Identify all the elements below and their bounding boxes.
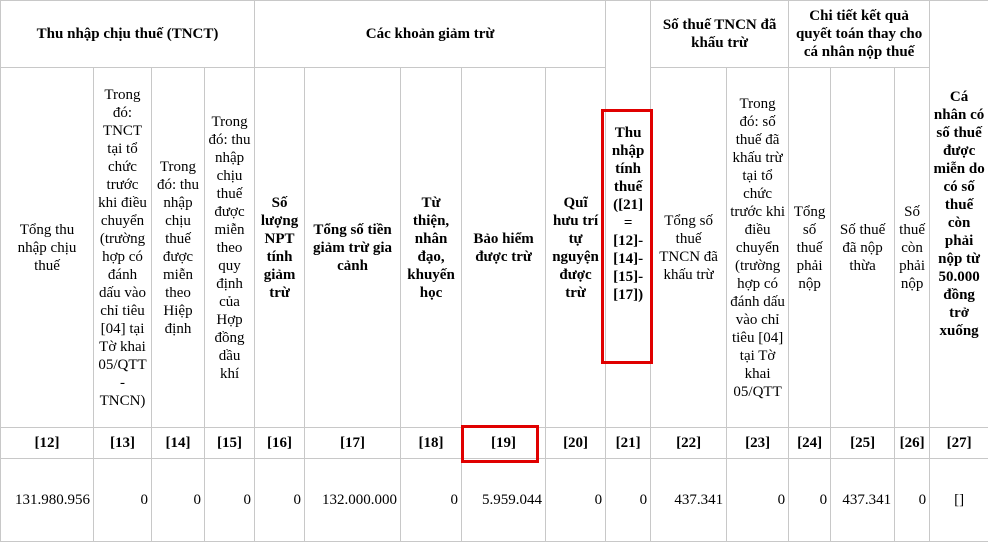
- col-16-header: Số lượng NPT tính giảm trừ: [254, 67, 306, 428]
- col-19-header: Bảo hiểm được trừ: [461, 67, 547, 428]
- col-12-header: Tổng thu nhập chịu thuế: [0, 67, 94, 428]
- code-cell: [15]: [203, 427, 256, 459]
- value-row: 131.980.956 0 0 0 0 132.000.000 0 5.959.…: [0, 458, 988, 542]
- code-cell: [27]: [929, 427, 988, 459]
- value-cell: 0: [726, 458, 790, 542]
- value-cell: 132.000.000: [304, 458, 402, 542]
- group-header-row: Thu nhập chịu thuế (TNCT) Các khoản giảm…: [0, 0, 988, 428]
- col-23-header: Trong đó: số thuế đã khấu trừ tại tổ chứ…: [726, 67, 790, 428]
- code-cell: [14]: [151, 427, 205, 459]
- code-cell: [24]: [788, 427, 832, 459]
- col-26-header: Số thuế còn phải nộp: [894, 67, 931, 428]
- value-cell: 0: [894, 458, 931, 542]
- code-cell: [22]: [650, 427, 728, 459]
- col-18-header: Từ thiện, nhân đạo, khuyến học: [400, 67, 463, 428]
- value-cell: 437.341: [650, 458, 728, 542]
- code-row: [12] [13] [14] [15] [16] [17] [18] [19] …: [0, 427, 988, 459]
- value-cell: 0: [93, 458, 152, 542]
- code-cell: [20]: [545, 427, 607, 459]
- col-13-header: Trong đó: TNCT tại tổ chức trước khi điề…: [93, 67, 152, 428]
- code-cell: [13]: [93, 427, 152, 459]
- col-15-header: Trong đó: thu nhập chịu thuế được miễn t…: [203, 67, 256, 428]
- col-20-header: Quĩ hưu trí tự nguyện được trừ: [545, 67, 607, 428]
- value-cell: 0: [788, 458, 832, 542]
- col-22-header: Tổng số thuế TNCN đã khấu trừ: [650, 67, 728, 428]
- group-deductions: Các khoản giảm trừ: [254, 0, 607, 68]
- col-25-header: Số thuế đã nộp thừa: [830, 67, 896, 428]
- value-cell: 437.341: [830, 458, 896, 542]
- col-27-header: Cá nhân có số thuế được miễn do có số th…: [929, 0, 988, 428]
- group-tnct: Thu nhập chịu thuế (TNCT): [0, 0, 256, 68]
- value-cell: 0: [151, 458, 205, 542]
- group-settlement: Chi tiết kết quả quyết toán thay cho cá …: [788, 0, 931, 68]
- col-14-header: Trong đó: thu nhập chịu thuế được miễn t…: [151, 67, 205, 428]
- value-cell: []: [929, 458, 988, 542]
- code-cell: [17]: [304, 427, 402, 459]
- value-cell: 131.980.956: [0, 458, 94, 542]
- col-24-header: Tổng số thuế phải nộp: [788, 67, 832, 428]
- code-cell: [23]: [726, 427, 790, 459]
- code-cell: [12]: [0, 427, 94, 459]
- code-cell: [26]: [894, 427, 931, 459]
- code-cell: [18]: [400, 427, 463, 459]
- value-cell: 0: [545, 458, 607, 542]
- code-cell: [19]: [461, 427, 547, 459]
- value-cell: 0: [400, 458, 463, 542]
- value-cell: 0: [605, 458, 652, 542]
- column-header-row: Tổng thu nhập chịu thuế Trong đó: TNCT t…: [0, 67, 988, 428]
- code-cell: [21]: [605, 427, 652, 459]
- code-cell: [16]: [254, 427, 306, 459]
- value-cell: 5.959.044: [461, 458, 547, 542]
- col-17-header: Tổng số tiền giảm trừ gia cảnh: [304, 67, 402, 428]
- group-withheld: Số thuế TNCN đã khấu trừ: [650, 0, 790, 68]
- value-cell: 0: [254, 458, 306, 542]
- code-cell: [25]: [830, 427, 896, 459]
- value-cell: 0: [203, 458, 256, 542]
- col-21-header: Thu nhập tính thuế ([21] = [12]-[14]-[15…: [605, 0, 652, 428]
